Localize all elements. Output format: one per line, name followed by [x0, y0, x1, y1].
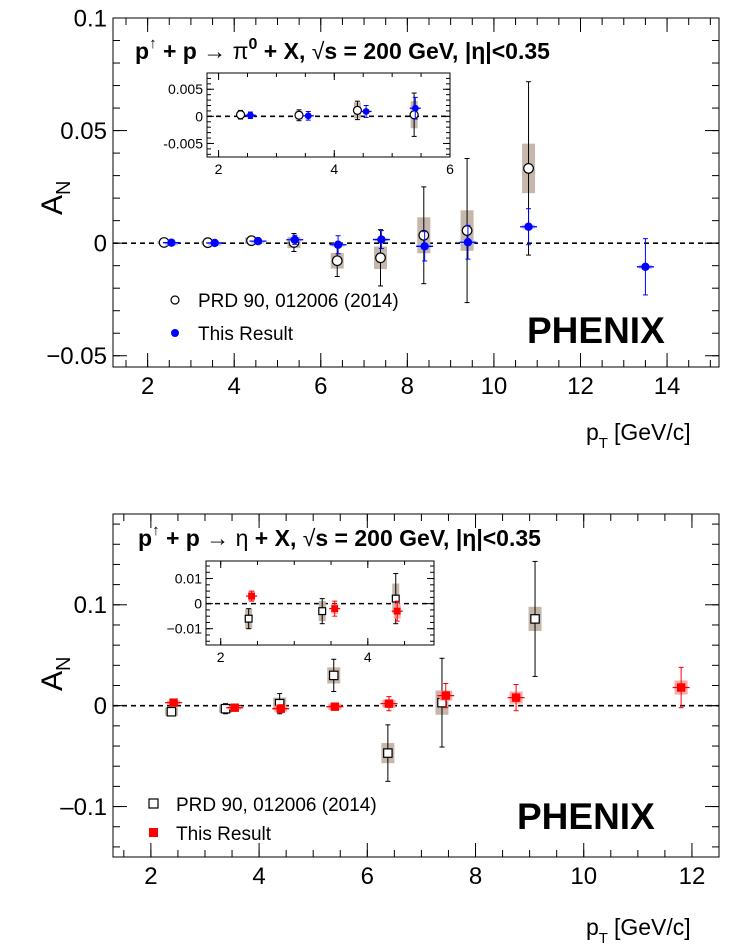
data-point-prd [166, 706, 177, 717]
panel-top: 2 4 6 8 10 12 140.10.050−0.05 2 4 60.0050-0.005 … [36, 5, 720, 452]
y-tick-label: 0.1 [74, 5, 107, 32]
x-tick-label: 8 [401, 373, 414, 400]
legend-label-this-result: This Result [176, 824, 272, 845]
data-point-this-result [169, 698, 178, 707]
x-tick-label: 4 [252, 863, 265, 890]
data-point-prd [530, 614, 540, 624]
data-point-prd [235, 110, 246, 120]
data-point-prd [383, 748, 393, 758]
x-tick-label: 2 [144, 863, 157, 890]
y-tick-label: 0.01 [175, 570, 202, 586]
legend-label-prd: PRD 90, 012006 (2014) [198, 291, 399, 312]
y-axis-label: AN [36, 181, 75, 215]
x-tick-label: 10 [481, 373, 508, 400]
y-tick-label: 0 [94, 231, 107, 258]
data-point-prd [418, 229, 430, 241]
data-point-prd [352, 105, 363, 115]
y-tick-label: 0 [194, 596, 202, 612]
data-point-this-result [524, 222, 533, 231]
data-point-this-result [246, 111, 254, 119]
x-tick-label: 4 [330, 161, 338, 177]
x-axis-label: pT [GeV/c] [586, 419, 691, 452]
data-point-this-result [210, 238, 219, 248]
data-point-this-result [411, 104, 419, 112]
y-tick-label: 0.1 [74, 592, 107, 619]
legend-marker-prd [148, 798, 159, 809]
data-point-this-result [384, 699, 394, 708]
data-point-this-result [331, 605, 339, 613]
data-point-this-result [463, 238, 473, 247]
x-tick-label: 12 [567, 373, 594, 400]
legend-marker-this-result [171, 329, 179, 337]
legend-marker-prd [170, 295, 180, 305]
inset-marks [235, 92, 421, 137]
data-point-this-result [248, 592, 255, 600]
x-tick-label: 12 [679, 863, 706, 890]
legend: PRD 90, 012006 (2014) This Result [148, 795, 377, 845]
y-tick-label: 0 [94, 693, 107, 720]
data-point-this-result [290, 235, 299, 244]
y-tick-label: −0.01 [167, 621, 203, 637]
y-tick-label: -0.005 [163, 135, 203, 151]
y-tick-label: 0.005 [168, 81, 203, 97]
data-point-prd [391, 594, 400, 603]
x-tick-label: 2 [141, 373, 154, 400]
y-tick-label: 0.05 [60, 118, 107, 145]
data-point-prd [523, 163, 534, 174]
chart-title: p↑ + p → π0 + X, √s = 200 GeV, |η|<0.35 [135, 35, 550, 64]
x-tick-label: 14 [654, 373, 681, 400]
data-point-this-result [641, 262, 650, 272]
chart-title: p↑ + p → η + X, √s = 200 GeV, |η|<0.35 [138, 522, 541, 551]
x-tick-label: 8 [469, 863, 482, 890]
x-tick-label: 4 [228, 373, 241, 400]
data-point-prd [244, 614, 253, 623]
x-axis-label: pT [GeV/c] [586, 914, 691, 947]
data-point-prd [294, 110, 304, 120]
data-point-this-result [676, 683, 686, 692]
y-tick-label: –0.1 [60, 794, 107, 821]
data-point-this-result [230, 703, 239, 712]
data-point-this-result [441, 691, 450, 700]
data-point-this-result [304, 112, 312, 120]
data-point-prd [331, 255, 343, 267]
x-tick-label: 6 [314, 373, 327, 400]
legend-label-prd: PRD 90, 012006 (2014) [176, 795, 377, 816]
panel-bottom: 2 4 6 8 10 12 0.1 0 –0.1 2 4 0.01 0 −0.01 p↑ + p → η… [36, 513, 720, 947]
data-point-prd [409, 110, 419, 120]
data-point-prd [461, 225, 473, 236]
data-point-prd [318, 607, 327, 616]
x-tick-label: 6 [361, 863, 374, 890]
legend-label-this-result: This Result [198, 324, 294, 345]
data-point-this-result [393, 607, 401, 615]
legend: PRD 90, 012006 (2014) This Result [170, 291, 399, 345]
data-point-this-result [253, 236, 263, 246]
y-tick-label: 0 [195, 108, 203, 124]
x-tick-label: 10 [570, 863, 597, 890]
y-axis-label: AN [36, 657, 75, 691]
data-point-this-result [167, 238, 176, 247]
data-point-this-result [362, 108, 370, 115]
x-tick-label: 2 [215, 161, 223, 177]
y-tick-label: −0.05 [46, 343, 107, 370]
inset-marks [244, 573, 403, 630]
data-point-this-result [420, 242, 429, 251]
data-point-this-result [377, 235, 386, 244]
data-point-prd [328, 670, 339, 681]
data-point-this-result [511, 693, 521, 702]
data-point-this-result [276, 704, 285, 713]
data-point-prd [375, 252, 386, 264]
data-point-this-result [330, 702, 340, 711]
plot-frame [112, 17, 720, 368]
x-tick-label: 2 [217, 649, 225, 665]
x-tick-label: 6 [446, 161, 454, 177]
experiment-label: PHENIX [517, 796, 655, 837]
x-tick-label: 4 [364, 649, 372, 665]
experiment-label: PHENIX [527, 310, 665, 351]
data-point-this-result [333, 240, 343, 249]
legend-marker-this-result [149, 828, 158, 837]
